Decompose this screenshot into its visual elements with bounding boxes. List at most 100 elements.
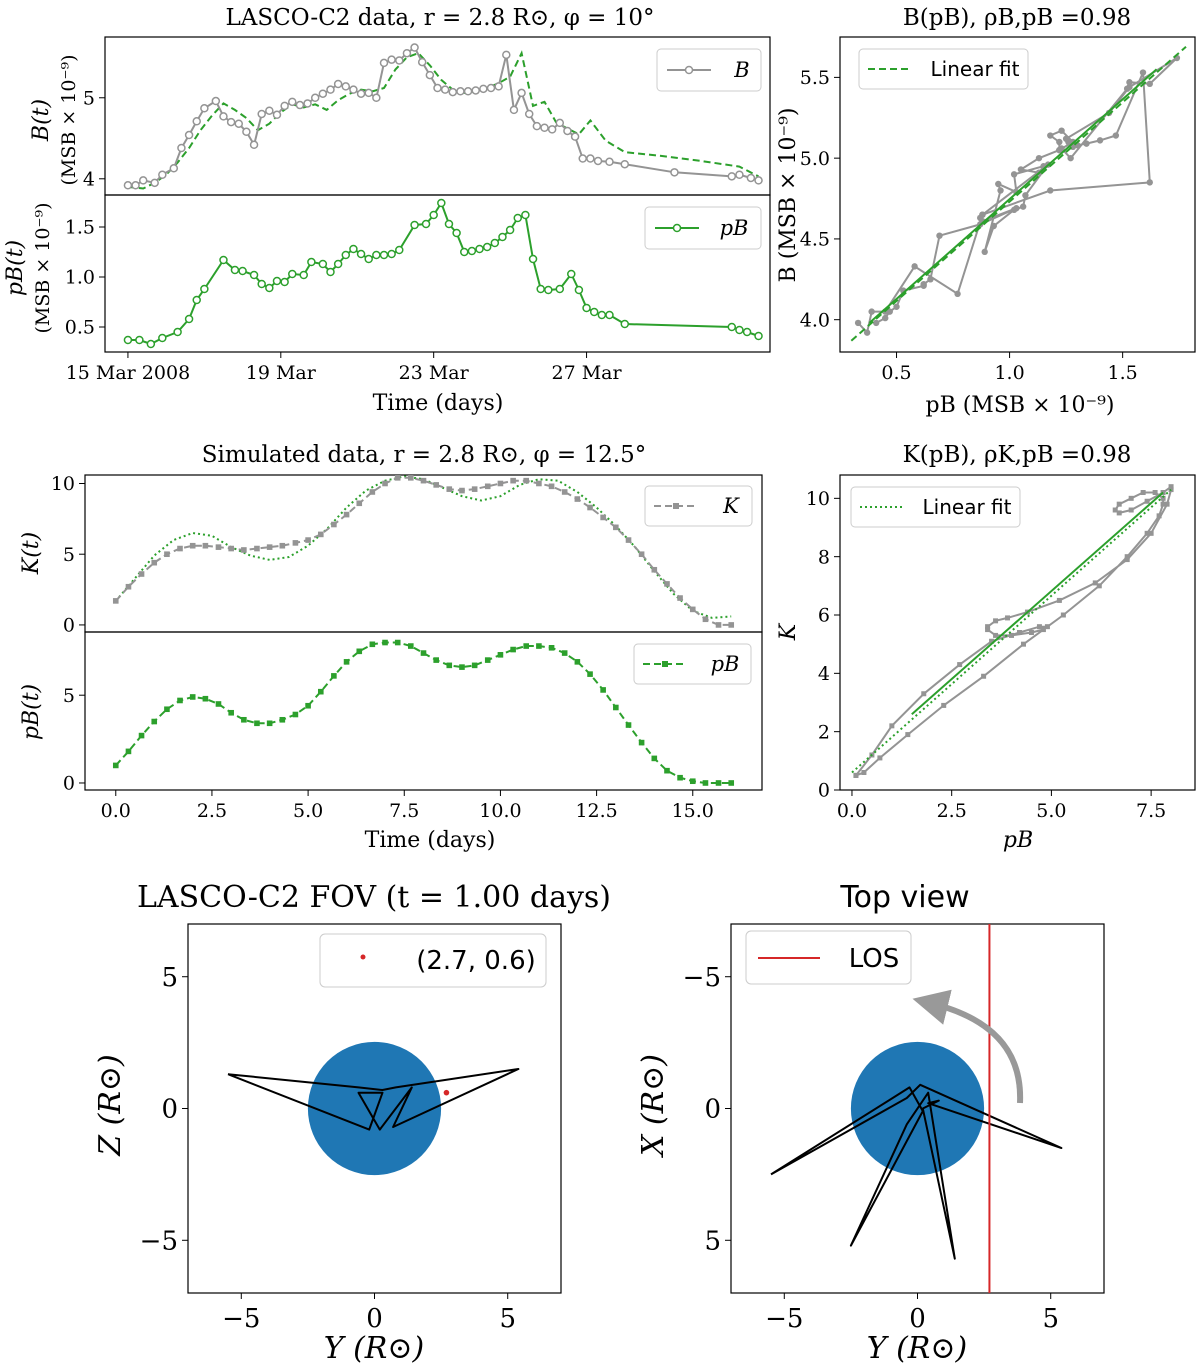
data-point-k xyxy=(574,496,581,502)
panel-top-view-title: Top view xyxy=(839,880,969,915)
data-point-b xyxy=(754,176,763,185)
data-point-b xyxy=(123,181,133,190)
data-point xyxy=(1044,624,1050,630)
data-point-pb xyxy=(333,259,343,269)
series-data-line xyxy=(855,484,1173,777)
data-point xyxy=(1035,154,1043,162)
data-point-b xyxy=(295,100,305,110)
legend-box xyxy=(858,48,1029,90)
data-point-b xyxy=(211,96,221,106)
data-point-pb xyxy=(587,671,593,677)
data-point-pb xyxy=(664,767,670,774)
x-axis-label: Y (R⊙) xyxy=(324,1331,424,1366)
data-point-k xyxy=(613,524,619,531)
data-point-pb xyxy=(498,232,507,242)
data-point-pb xyxy=(446,662,453,669)
data-point-pb xyxy=(173,327,182,337)
data-point-pb xyxy=(356,648,363,655)
x-tick-label: 7.5 xyxy=(389,800,419,822)
data-point-b xyxy=(540,123,549,132)
data-point-k xyxy=(279,542,286,549)
data-point-b xyxy=(303,99,312,108)
data-point xyxy=(1010,171,1018,178)
data-point-pb xyxy=(164,706,170,713)
data-point-pb xyxy=(202,695,209,702)
data-point-b xyxy=(326,85,335,94)
data-point-b xyxy=(349,85,358,94)
x-axis-label: Y (R⊙) xyxy=(867,1331,967,1366)
data-point-pb xyxy=(279,716,286,723)
data-point-b xyxy=(379,58,389,68)
data-point xyxy=(877,755,883,761)
x-tick-label: 15 Mar 2008 xyxy=(66,362,190,384)
data-point-pb xyxy=(597,310,607,320)
data-point-pb xyxy=(715,780,722,786)
data-point-k xyxy=(356,500,363,507)
data-point xyxy=(1056,597,1062,603)
data-point-k xyxy=(112,598,119,604)
x-axis-label: Time (days) xyxy=(373,391,504,416)
data-point-pb xyxy=(689,778,696,785)
series-solid-fit xyxy=(868,68,1158,324)
data-point-pb xyxy=(265,283,274,293)
data-point xyxy=(921,691,927,697)
legend-box xyxy=(633,643,752,685)
data-point-b xyxy=(425,70,435,80)
data-point-pb xyxy=(754,331,763,341)
data-point xyxy=(861,770,867,775)
y-axis-label: K xyxy=(776,622,801,641)
y-tick-label: 5.5 xyxy=(800,67,830,89)
x-tick-label: 5.0 xyxy=(1036,800,1066,822)
data-point-b xyxy=(735,170,744,179)
data-point-b xyxy=(448,87,458,97)
data-point-b xyxy=(746,173,756,183)
x-tick-label: 2.5 xyxy=(937,800,967,822)
x-tick-label: 23 Mar xyxy=(399,362,470,384)
data-point xyxy=(1065,138,1072,146)
data-point-pb xyxy=(536,643,542,649)
y-axis-label: pB(t) xyxy=(19,684,44,740)
data-point xyxy=(1160,501,1166,507)
x-tick-label: 27 Mar xyxy=(552,362,623,384)
data-point-pb xyxy=(523,643,530,649)
data-point xyxy=(993,632,999,638)
data-point-k xyxy=(305,537,311,543)
data-point xyxy=(1164,501,1170,507)
data-point xyxy=(989,638,995,644)
axes-lasco-corr: 4.0 4.5 5.0 5.5 0.5 1.0 1.5 xyxy=(800,45,1187,384)
data-point-b xyxy=(517,88,526,98)
data-point-pb xyxy=(735,325,744,335)
data-point-pb xyxy=(613,704,619,711)
x-tick-label: −5 xyxy=(765,1304,803,1334)
data-point-pb xyxy=(254,720,260,727)
data-point-pb xyxy=(437,198,446,208)
data-point xyxy=(1092,580,1098,586)
data-point-pb xyxy=(444,219,454,229)
y-axis-label: pB(t) xyxy=(3,240,28,296)
data-point-k xyxy=(138,571,145,577)
data-point-k xyxy=(664,581,670,587)
y-tick-label: 4 xyxy=(818,663,830,685)
data-point-b xyxy=(395,56,404,65)
data-point-pb xyxy=(326,267,335,277)
data-point-k xyxy=(523,477,530,484)
panel-simulated-correlation: K(pB), ρK,pB =0.98 0 2 4 6 8 10 0.0 2.5 5.0 7.5 p… xyxy=(776,442,1196,853)
series-solid-fit xyxy=(911,491,1164,715)
data-point-b xyxy=(310,93,320,103)
data-point xyxy=(854,319,862,327)
data-point xyxy=(990,222,997,230)
data-point-pb xyxy=(574,659,581,665)
data-point xyxy=(1112,507,1118,513)
data-point xyxy=(1047,132,1054,139)
data-point-b xyxy=(502,50,511,60)
data-point-k xyxy=(702,616,709,623)
data-point-b xyxy=(605,157,614,167)
legend-label: (2.7, 0.6) xyxy=(416,946,536,976)
y-tick-label: 5 xyxy=(63,685,75,707)
x-tick-label: 15.0 xyxy=(672,800,714,822)
panel-fov-title: LASCO-C2 FOV (t = 1.00 days) xyxy=(137,880,611,915)
data-point-b xyxy=(150,178,159,188)
data-point-k xyxy=(254,545,260,552)
data-point-b xyxy=(280,101,289,111)
